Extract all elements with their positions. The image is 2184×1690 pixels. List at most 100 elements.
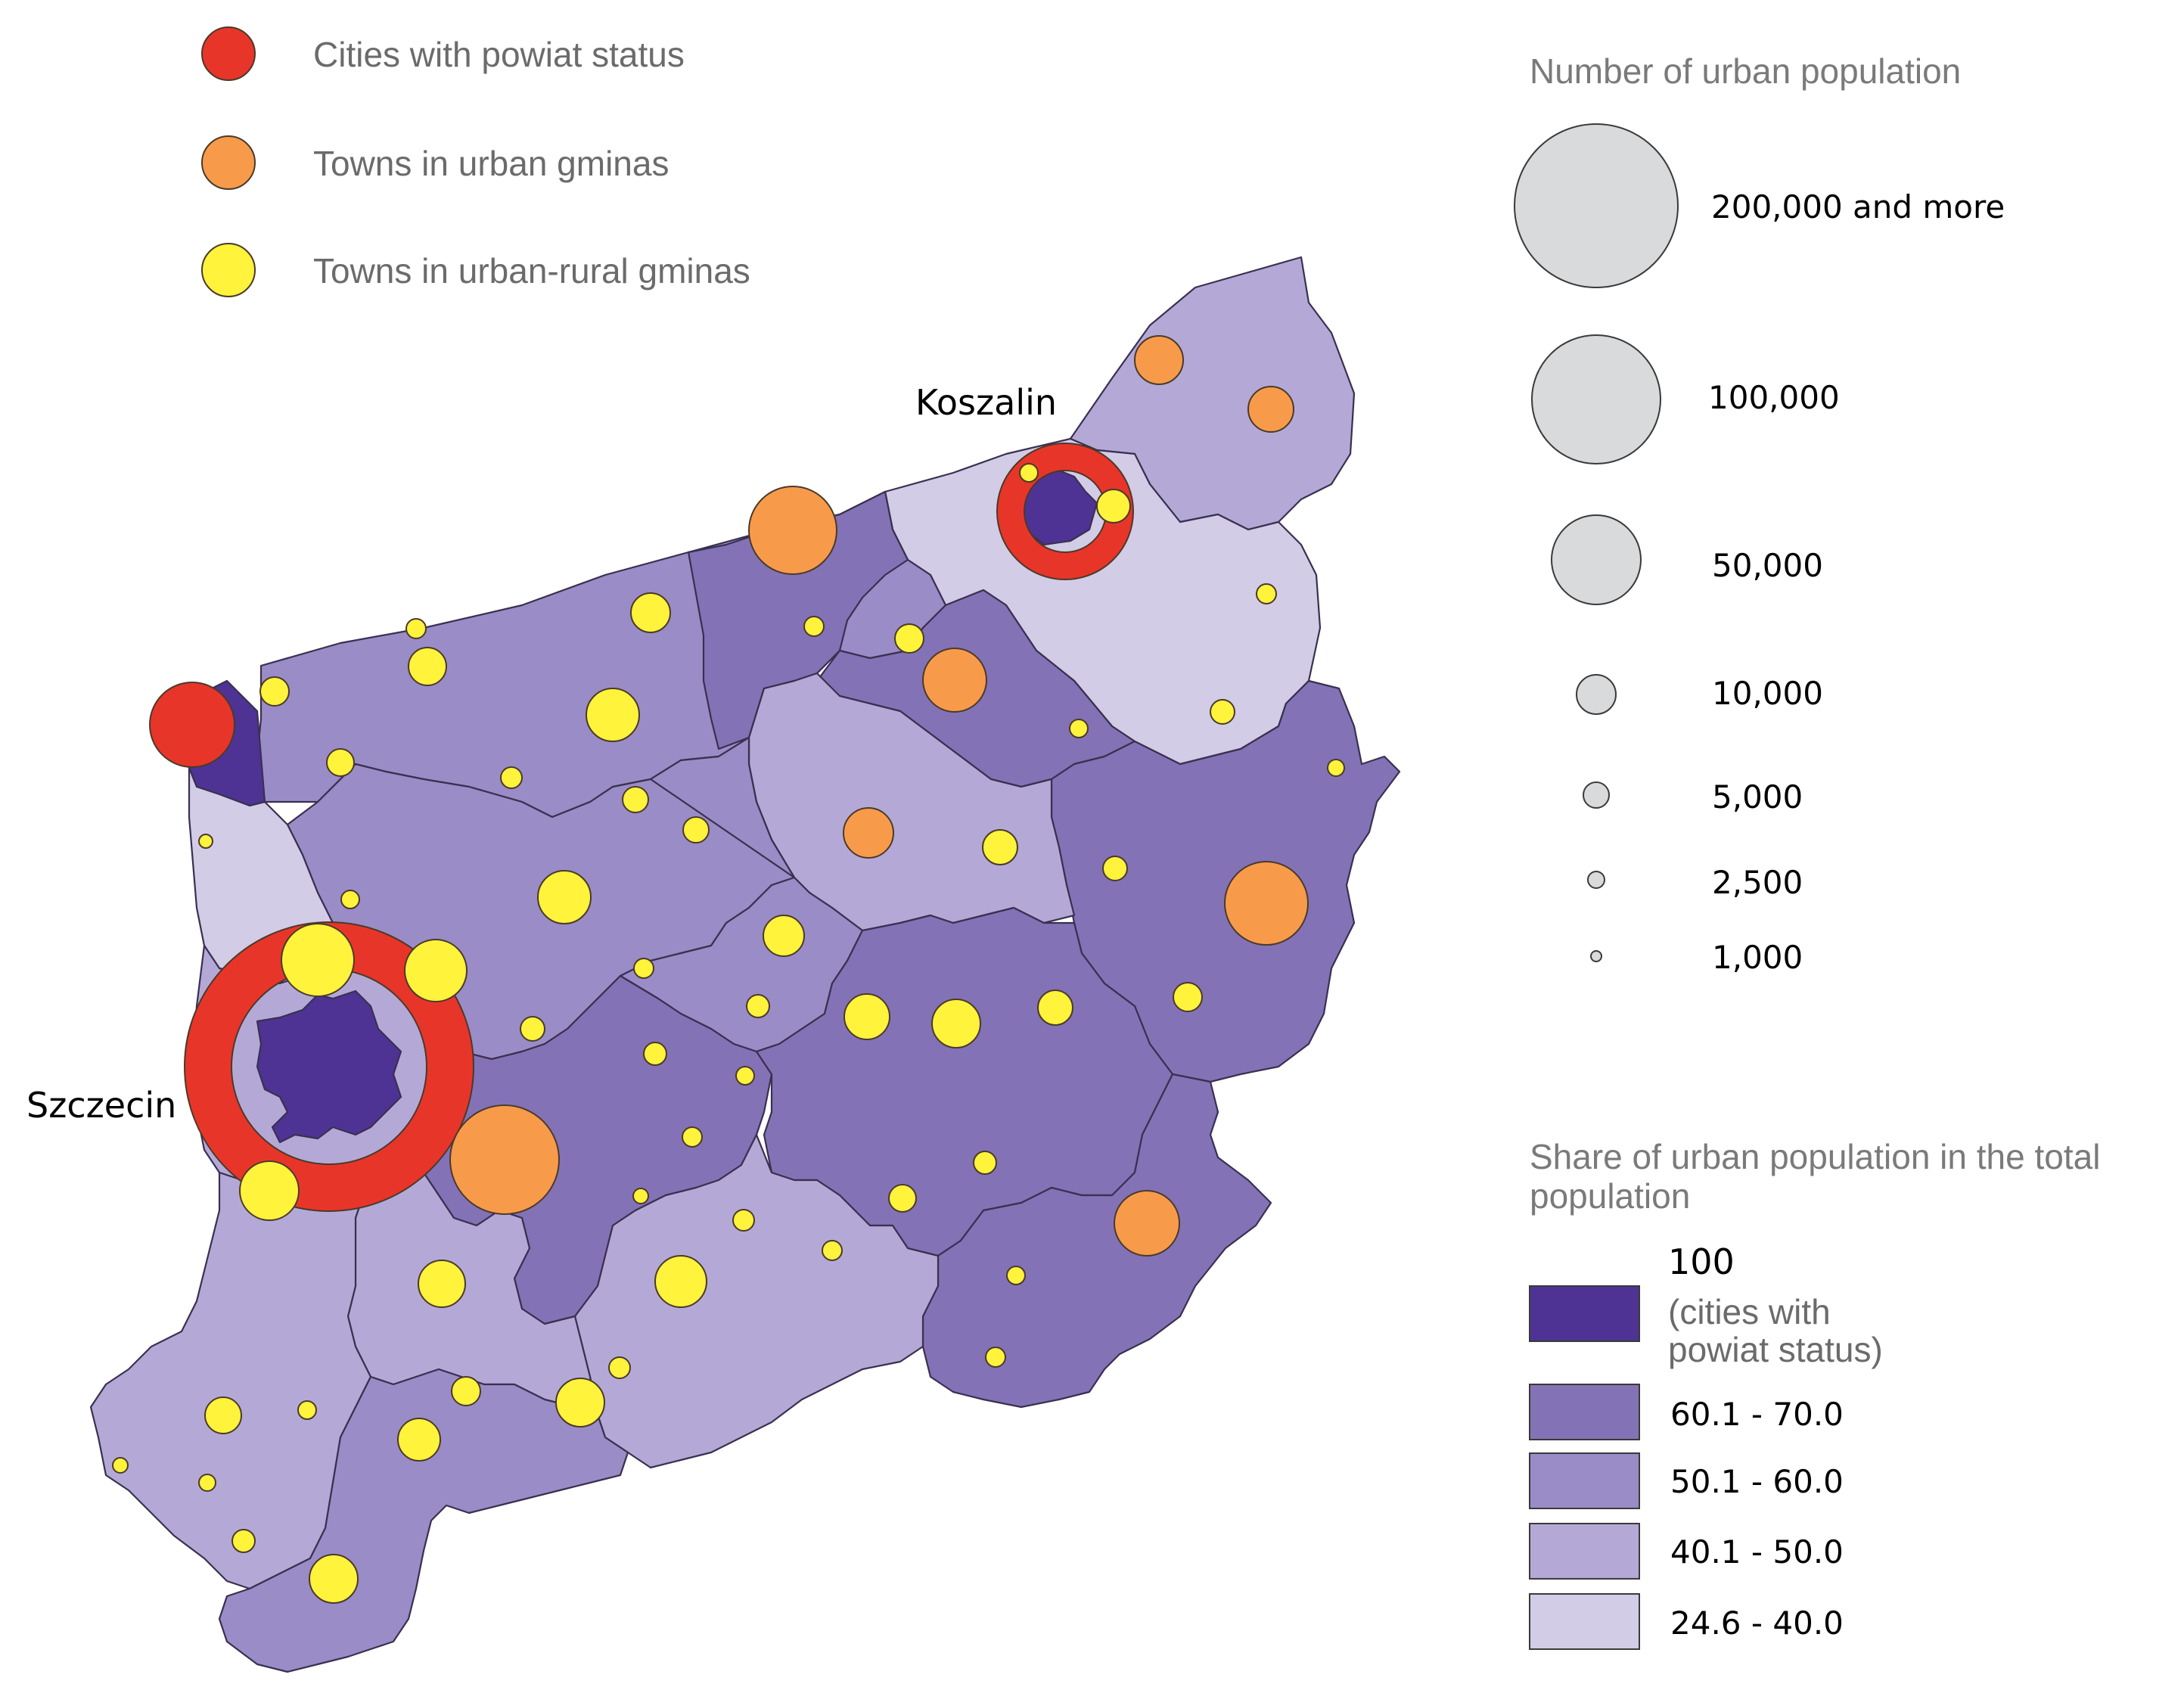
town-urban-rural-symbol [112, 1457, 129, 1474]
town-urban-symbol [922, 648, 987, 713]
town-urban-rural-symbol [1327, 759, 1345, 777]
town-urban-rural-symbol [682, 1126, 703, 1148]
town-urban-rural-symbol [1102, 856, 1128, 881]
town-urban-rural-symbol [198, 1474, 216, 1492]
town-urban-rural-symbol [682, 816, 710, 843]
town-urban-rural-symbol [500, 766, 523, 789]
town-urban-rural-symbol [746, 994, 770, 1018]
town-urban-rural-symbol [643, 1042, 667, 1066]
town-urban-rural-symbol [451, 1376, 481, 1406]
town-urban-rural-symbol [1173, 982, 1203, 1012]
town-urban-rural-symbol [630, 592, 671, 633]
size-label-10000: 10,000 [1712, 675, 1823, 712]
town-urban-rural-symbol [1210, 699, 1235, 725]
legend-yellow-circle [201, 243, 256, 297]
town-urban-symbol [1134, 335, 1184, 385]
share-legend-title-line2: population [1530, 1176, 1690, 1216]
size-symbol-5000 [1583, 781, 1610, 809]
town-urban-rural-symbol [340, 890, 360, 909]
town-urban-rural-symbol [735, 1066, 755, 1086]
region-north-dark [687, 490, 909, 750]
town-urban-rural-symbol [397, 1418, 441, 1462]
town-urban-rural-symbol [537, 870, 592, 924]
share-legend: Share of urban population in the total p… [1529, 1137, 2100, 1650]
city-symbol-szczecin-outline-outer [184, 921, 474, 1212]
size-label-200000: 200,000 and more [1711, 188, 2005, 225]
town-urban-rural-symbol [309, 1554, 359, 1604]
size-symbol-1000 [1590, 950, 1602, 962]
share-label-50: 50.1 - 60.0 [1670, 1463, 1844, 1500]
size-label-50000: 50,000 [1712, 547, 1823, 584]
town-urban-rural-symbol [732, 1209, 755, 1232]
town-urban-rural-symbol [1069, 719, 1089, 738]
size-symbol-10000 [1576, 674, 1617, 715]
share-sublabel-100-line2: powiat status) [1668, 1330, 1883, 1369]
town-urban-symbol [449, 1104, 560, 1215]
share-label-24: 24.6 - 40.0 [1670, 1605, 1844, 1642]
share-swatch-24 [1529, 1593, 1640, 1650]
legend-orange-circle [201, 135, 256, 190]
town-urban-rural-symbol [931, 999, 981, 1048]
size-label-1000: 1,000 [1712, 939, 1803, 976]
region-szczecin-city [256, 989, 402, 1144]
town-urban-rural-symbol [982, 829, 1018, 865]
size-label-5000: 5,000 [1712, 778, 1803, 815]
town-urban-rural-symbol [843, 993, 890, 1040]
town-urban-symbol [1247, 386, 1294, 433]
size-legend-title: Number of urban population [1530, 51, 1961, 91]
size-symbol-50000 [1551, 514, 1642, 605]
share-label-60: 60.1 - 70.0 [1670, 1396, 1844, 1433]
population-symbols [112, 335, 1345, 1604]
town-urban-rural-symbol [888, 1184, 917, 1213]
town-urban-rural-symbol [259, 676, 290, 707]
legend-label-cities-powiat: Cities with powiat status [313, 35, 685, 74]
town-urban-rural-symbol [632, 1188, 649, 1204]
town-urban-rural-symbol [231, 1529, 256, 1553]
share-legend-title-line1: Share of urban population in the total [1530, 1137, 2100, 1176]
share-label-40: 40.1 - 50.0 [1670, 1533, 1844, 1570]
town-urban-rural-symbol [822, 1240, 843, 1261]
legend-label-towns-urban: Towns in urban gminas [313, 144, 669, 183]
town-urban-rural-symbol [985, 1347, 1006, 1368]
legend-label-towns-urban-rural: Towns in urban-rural gminas [313, 251, 750, 290]
town-urban-rural-symbol [239, 1160, 300, 1221]
town-urban-symbol [1114, 1190, 1180, 1257]
town-urban-rural-symbol [520, 1016, 545, 1042]
share-sublabel-100-line1: (cities with [1668, 1292, 1831, 1331]
town-urban-rural-symbol [1019, 463, 1039, 483]
town-urban-rural-symbol [198, 834, 213, 849]
town-urban-symbol [843, 807, 894, 859]
town-urban-rural-symbol [418, 1260, 466, 1308]
city-symbol-koszalin-outline-outer [996, 443, 1134, 580]
size-symbol-200000 [1514, 123, 1679, 288]
town-urban-rural-symbol [404, 939, 468, 1002]
city-symbol-swinoujscie [149, 682, 235, 768]
town-urban-rural-symbol [586, 688, 640, 742]
town-urban-rural-symbol [622, 786, 649, 813]
town-urban-rural-symbol [1006, 1266, 1026, 1285]
town-urban-rural-symbol [633, 958, 654, 979]
city-label-koszalin: Koszalin [915, 382, 1057, 423]
town-urban-rural-symbol [803, 616, 825, 637]
town-urban-rural-symbol [973, 1151, 997, 1175]
town-urban-symbol [748, 486, 837, 575]
town-urban-rural-symbol [555, 1378, 605, 1427]
share-swatch-60 [1529, 1384, 1640, 1440]
town-urban-rural-symbol [1037, 989, 1073, 1026]
share-swatch-100 [1529, 1285, 1640, 1342]
town-urban-symbol [1224, 861, 1309, 946]
town-urban-rural-symbol [204, 1396, 242, 1434]
town-urban-rural-symbol [326, 748, 355, 777]
town-urban-rural-symbol [408, 647, 447, 686]
town-urban-rural-symbol [1096, 489, 1131, 523]
town-urban-rural-symbol [281, 923, 355, 997]
share-swatch-40 [1529, 1523, 1640, 1580]
share-swatch-50 [1529, 1452, 1640, 1509]
legend-red-circle [201, 26, 256, 81]
size-label-2500: 2,500 [1712, 864, 1803, 901]
town-urban-rural-symbol [297, 1400, 317, 1420]
city-label-szczecin: Szczecin [26, 1085, 176, 1126]
town-urban-rural-symbol [1256, 583, 1277, 604]
town-urban-rural-symbol [405, 618, 427, 639]
